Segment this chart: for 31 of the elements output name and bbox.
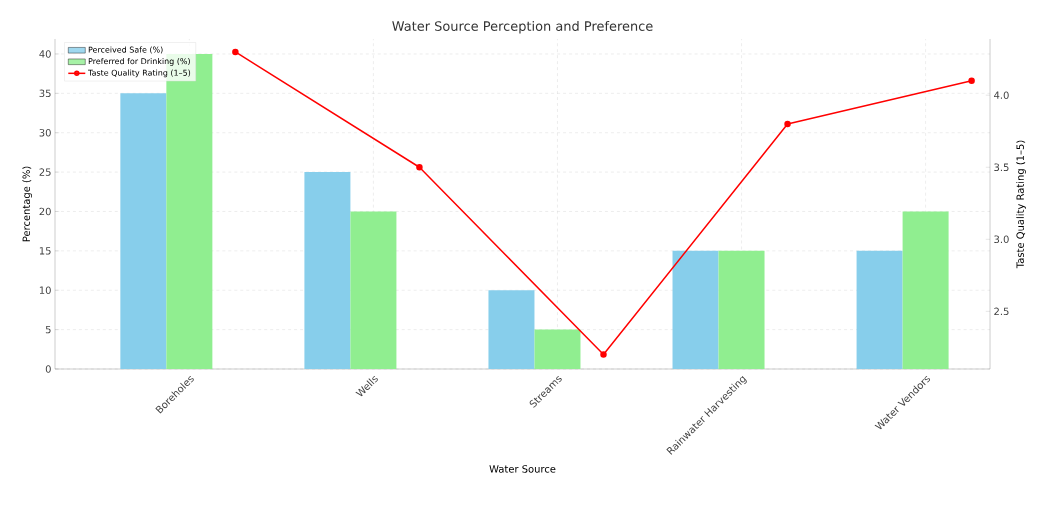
bar: [672, 250, 719, 369]
y-tick-label: 30: [39, 128, 51, 137]
y-tick-label: 25: [39, 168, 51, 176]
bar: [120, 93, 167, 369]
y-tick-label: 15: [39, 247, 51, 255]
bar: [350, 211, 397, 369]
y-tick-label: 10: [39, 286, 51, 295]
bar: [304, 172, 351, 369]
y2-tick-label: 3.0: [994, 235, 1009, 244]
bar: [534, 329, 581, 369]
bar: [488, 290, 535, 369]
y2-tick-label: 3.5: [994, 163, 1009, 172]
y-tick-label: 20: [39, 207, 51, 216]
y-tick-label: 5: [45, 325, 51, 334]
bar: [902, 211, 949, 369]
point: [968, 77, 975, 85]
y-tick-label: 0: [45, 365, 51, 373]
x-axis-title: Water Source: [489, 465, 556, 473]
y-axis-title: Percentage (%): [22, 166, 32, 242]
point: [416, 164, 423, 171]
point: [232, 48, 239, 56]
y2-axis-title: Taste Quality Rating (1–5): [1016, 140, 1026, 269]
bar: [718, 250, 765, 369]
y-tick-label: 35: [39, 89, 51, 98]
chart-title: Water Source Perception and Preference: [392, 20, 653, 34]
y2-tick-label: 4.0: [994, 91, 1009, 99]
bar: [856, 250, 903, 369]
point: [784, 120, 791, 128]
y2-tick-label: 2.5: [994, 307, 1009, 316]
y-tick-label: 40: [39, 50, 51, 58]
point: [600, 351, 607, 358]
